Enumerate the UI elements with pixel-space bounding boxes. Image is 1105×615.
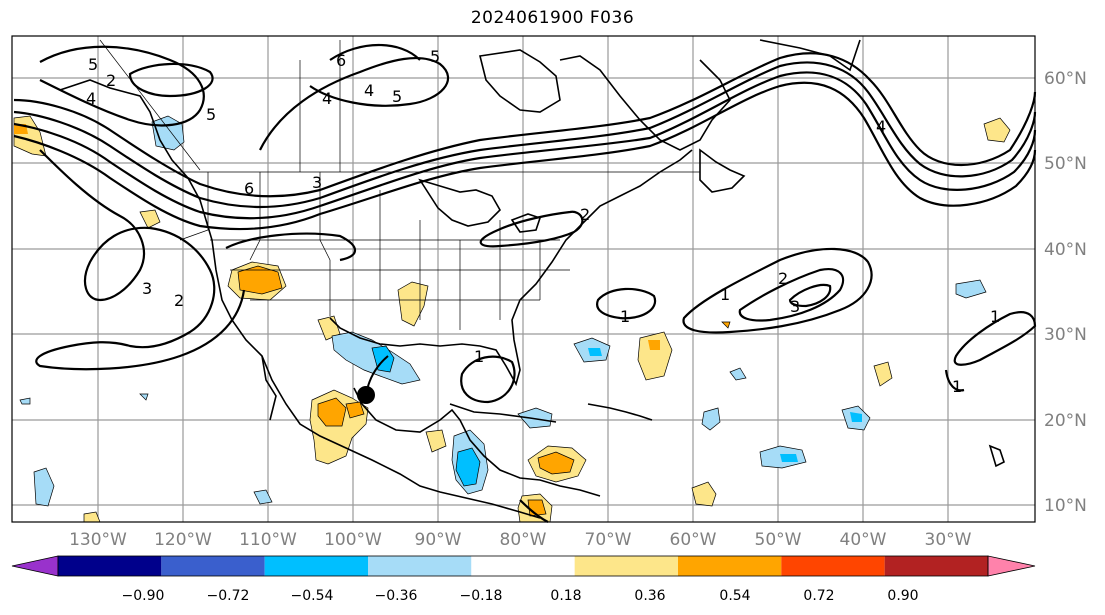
colorbar-extend-low: [11, 555, 59, 577]
colorbar-segment: [574, 556, 678, 576]
longitude-labels: 130°W 120°W 110°W 100°W 90°W 80°W 70°W 6…: [69, 530, 972, 550]
contour-label: 5: [430, 47, 440, 66]
colorbar-segment: [161, 556, 265, 576]
lon-label: 50°W: [755, 530, 802, 550]
contour-label: 4: [876, 117, 886, 136]
shade-positive: [648, 340, 660, 350]
colorbar-tick-label: 0.54: [719, 588, 750, 604]
shade-negative: [729, 367, 747, 381]
shade-positive: [721, 321, 731, 329]
contour-label-group: 5 2 4 5 6 4 5 5 4 6 3 3 2 1 2 3 4 1 1 2 …: [86, 47, 1000, 396]
contour-label: 2: [778, 269, 788, 288]
colorbar-tick-label: −0.54: [291, 588, 334, 604]
lon-label: 130°W: [69, 530, 127, 550]
shade-negative: [588, 348, 602, 356]
colorbar-segment: [58, 556, 162, 576]
lon-label: 60°W: [670, 530, 717, 550]
lat-label: 50°N: [1044, 154, 1087, 174]
lon-label: 30°W: [925, 530, 972, 550]
shade-negative: [780, 454, 798, 462]
contour-lines: [13, 44, 1037, 523]
shade-positive: [139, 209, 161, 229]
contour-label: 1: [990, 307, 1000, 326]
shade-negative: [19, 397, 31, 405]
shade-positive: [345, 401, 365, 419]
contour-label: 1: [620, 307, 630, 326]
lat-label: 20°N: [1044, 411, 1087, 431]
lat-label: 10°N: [1044, 496, 1087, 516]
lon-label: 80°W: [500, 530, 547, 550]
shade-positive: [691, 481, 717, 507]
contour-label: 6: [244, 179, 254, 198]
contour-label: 2: [174, 291, 184, 310]
colorbar-segment: [368, 556, 472, 576]
shade-positive: [537, 451, 575, 475]
lon-label: 100°W: [324, 530, 382, 550]
contour-label: 3: [312, 173, 322, 192]
contour-label: 6: [336, 51, 346, 70]
shade-positive: [637, 331, 673, 381]
lon-label: 120°W: [154, 530, 212, 550]
state-borders: [99, 39, 700, 330]
contour-label: 5: [392, 87, 402, 106]
lon-label: 90°W: [415, 530, 462, 550]
shade-negative: [253, 489, 273, 505]
colorbar-segment: [781, 556, 885, 576]
colorbar-segment: [678, 556, 782, 576]
map-title: 2024061900 F036: [470, 8, 635, 28]
lon-label: 40°W: [840, 530, 887, 550]
colorbar-tick-label: 0.90: [887, 588, 918, 604]
colorbar-tick-label: −0.90: [122, 588, 165, 604]
lat-label: 60°N: [1044, 69, 1087, 89]
contour-label: 4: [322, 89, 332, 108]
contour-label: 1: [952, 377, 962, 396]
contour-label: 2: [580, 205, 590, 224]
shade-negative: [701, 407, 721, 431]
shaded-regions: [13, 115, 1011, 523]
colorbar-tick-label: 0.36: [634, 588, 665, 604]
contour-label: 5: [206, 105, 216, 124]
shade-negative: [33, 467, 55, 507]
shade-negative: [139, 393, 149, 401]
colorbar-tick-label: −0.72: [207, 588, 250, 604]
contour-label: 4: [86, 89, 96, 108]
storm-center-marker: [357, 386, 375, 404]
shade-positive: [873, 361, 893, 387]
contour-label: 2: [106, 71, 116, 90]
contour-label: 3: [142, 279, 152, 298]
colorbar-tick-label: 0.18: [550, 588, 581, 604]
shade-negative: [850, 412, 862, 422]
shade-negative: [955, 279, 987, 299]
latitude-labels: 60°N 50°N 40°N 30°N 20°N 10°N: [1044, 69, 1087, 516]
shade-positive: [237, 265, 283, 295]
contour-label: 4: [364, 81, 374, 100]
contour-label: 1: [474, 347, 484, 366]
colorbar-tick-label: 0.72: [803, 588, 834, 604]
contour-label: 5: [88, 55, 98, 74]
colorbar-extend-high: [987, 555, 1036, 577]
colorbar-outline: [57, 555, 989, 577]
lon-label: 70°W: [585, 530, 632, 550]
colorbar-segment: [884, 556, 988, 576]
colorbar-segment: [471, 556, 575, 576]
map-frame: [11, 35, 1036, 523]
shade-positive: [397, 281, 429, 327]
shade-negative: [455, 447, 481, 487]
shade-positive: [317, 397, 347, 427]
contour-label: 3: [790, 297, 800, 316]
shade-positive: [425, 429, 447, 453]
colorbar-segment: [264, 556, 368, 576]
lat-label: 40°N: [1044, 240, 1087, 260]
lat-label: 30°N: [1044, 325, 1087, 345]
colorbar-tick-labels: −0.90 −0.72 −0.54 −0.36 −0.18 0.18 0.36 …: [122, 588, 919, 604]
colorbar: [11, 555, 1036, 577]
lon-label: 110°W: [239, 530, 297, 550]
colorbar-tick-label: −0.36: [375, 588, 418, 604]
storm-track: [357, 355, 389, 404]
colorbar-tick-label: −0.18: [460, 588, 503, 604]
shade-positive: [983, 117, 1011, 143]
contour-label: 1: [720, 285, 730, 304]
